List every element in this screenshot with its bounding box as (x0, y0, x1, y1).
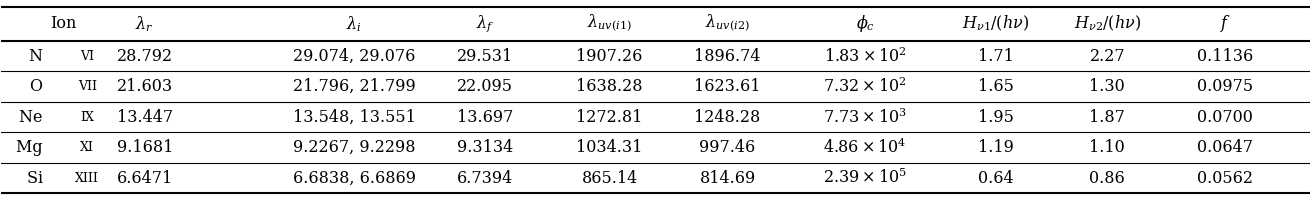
Text: 13.447: 13.447 (117, 109, 173, 126)
Text: XIII: XIII (75, 172, 100, 185)
Text: Si: Si (26, 170, 47, 187)
Text: $\lambda_{uv(i1)}$: $\lambda_{uv(i1)}$ (587, 13, 632, 34)
Text: $\lambda_i$: $\lambda_i$ (346, 14, 362, 34)
Text: XI: XI (80, 141, 94, 154)
Text: 1.65: 1.65 (978, 78, 1013, 95)
Text: 0.0647: 0.0647 (1197, 139, 1253, 156)
Text: 1.95: 1.95 (978, 109, 1013, 126)
Text: Ion: Ion (50, 15, 77, 32)
Text: 1896.74: 1896.74 (695, 48, 760, 65)
Text: 0.86: 0.86 (1089, 170, 1125, 187)
Text: 0.0700: 0.0700 (1197, 109, 1253, 126)
Text: 9.2267, 9.2298: 9.2267, 9.2298 (294, 139, 416, 156)
Text: 1623.61: 1623.61 (695, 78, 760, 95)
Text: 1034.31: 1034.31 (577, 139, 642, 156)
Text: O: O (30, 78, 47, 95)
Text: 997.46: 997.46 (699, 139, 755, 156)
Text: 13.548, 13.551: 13.548, 13.551 (292, 109, 416, 126)
Text: $H_{\nu2}/(h\nu)$: $H_{\nu2}/(h\nu)$ (1074, 14, 1141, 33)
Text: 29.074, 29.076: 29.074, 29.076 (294, 48, 416, 65)
Text: $1.83\times10^2$: $1.83\times10^2$ (823, 47, 906, 66)
Text: 0.64: 0.64 (978, 170, 1013, 187)
Text: 6.7394: 6.7394 (458, 170, 514, 187)
Text: $7.73\times10^3$: $7.73\times10^3$ (823, 108, 907, 127)
Text: N: N (29, 48, 47, 65)
Text: $\phi_c$: $\phi_c$ (856, 13, 874, 34)
Text: 865.14: 865.14 (582, 170, 637, 187)
Text: 1248.28: 1248.28 (695, 109, 760, 126)
Text: 0.1136: 0.1136 (1197, 48, 1253, 65)
Text: 22.095: 22.095 (458, 78, 513, 95)
Text: 9.3134: 9.3134 (458, 139, 514, 156)
Text: 21.796, 21.799: 21.796, 21.799 (292, 78, 416, 95)
Text: 29.531: 29.531 (458, 48, 514, 65)
Text: $\lambda_r$: $\lambda_r$ (135, 14, 153, 34)
Text: 6.6838, 6.6869: 6.6838, 6.6869 (292, 170, 416, 187)
Text: 13.697: 13.697 (458, 109, 514, 126)
Text: 1907.26: 1907.26 (577, 48, 642, 65)
Text: 28.792: 28.792 (117, 48, 173, 65)
Text: $2.39\times10^5$: $2.39\times10^5$ (823, 169, 907, 188)
Text: $4.86\times10^4$: $4.86\times10^4$ (823, 138, 907, 157)
Text: 9.1681: 9.1681 (117, 139, 173, 156)
Text: VI: VI (80, 50, 94, 63)
Text: 1272.81: 1272.81 (577, 109, 642, 126)
Text: 6.6471: 6.6471 (117, 170, 173, 187)
Text: 814.69: 814.69 (699, 170, 755, 187)
Text: $\lambda_{uv(i2)}$: $\lambda_{uv(i2)}$ (705, 13, 750, 34)
Text: 1.87: 1.87 (1089, 109, 1125, 126)
Text: $H_{\nu1}/(h\nu)$: $H_{\nu1}/(h\nu)$ (962, 14, 1029, 33)
Text: VII: VII (77, 80, 97, 93)
Text: $7.32\times10^2$: $7.32\times10^2$ (823, 77, 907, 96)
Text: 0.0562: 0.0562 (1197, 170, 1253, 187)
Text: 1.19: 1.19 (978, 139, 1013, 156)
Text: $\lambda_f$: $\lambda_f$ (476, 13, 494, 34)
Text: 2.27: 2.27 (1089, 48, 1125, 65)
Text: Ne: Ne (20, 109, 47, 126)
Text: 1.71: 1.71 (978, 48, 1013, 65)
Text: 21.603: 21.603 (117, 78, 173, 95)
Text: Mg: Mg (16, 139, 47, 156)
Text: IX: IX (80, 111, 94, 124)
Text: 1638.28: 1638.28 (577, 78, 642, 95)
Text: 1.30: 1.30 (1089, 78, 1125, 95)
Text: 0.0975: 0.0975 (1197, 78, 1253, 95)
Text: $f$: $f$ (1219, 13, 1231, 34)
Text: 1.10: 1.10 (1089, 139, 1125, 156)
